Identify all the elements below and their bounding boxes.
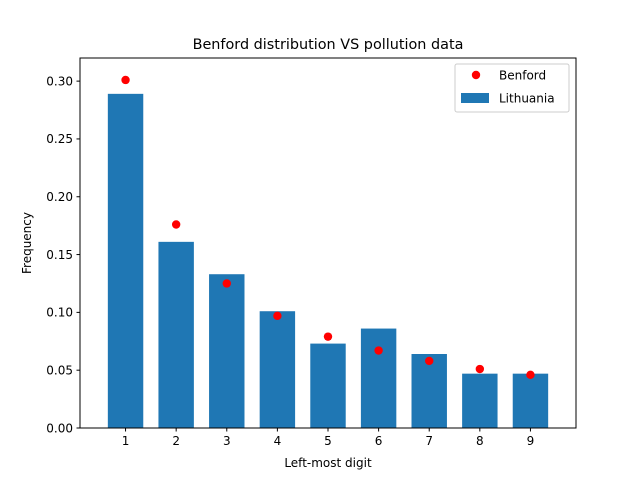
- x-tick-label-8: 8: [476, 434, 484, 448]
- chart-title: Benford distribution VS pollution data: [193, 37, 464, 53]
- y-tick-label-1: 0.05: [46, 363, 73, 377]
- y-tick-label-6: 0.30: [46, 74, 73, 88]
- bar-lithuania-5: [310, 343, 346, 428]
- x-tick-label-6: 6: [375, 434, 383, 448]
- point-benford-8: [475, 364, 485, 374]
- bar-lithuania-8: [462, 373, 498, 428]
- y-axis-ticks: 0.00 0.05 0.10 0.15 0.20 0.25 0.30: [46, 74, 80, 435]
- x-tick-label-3: 3: [223, 434, 231, 448]
- legend: Benford Lithuania: [454, 63, 570, 113]
- x-tick-label-1: 1: [122, 434, 130, 448]
- x-axis-ticks: 1 2 3 4 5 6 7 8 9: [122, 428, 535, 448]
- y-tick-label-3: 0.15: [46, 248, 73, 262]
- x-tick-label-9: 9: [527, 434, 535, 448]
- bar-lithuania-9: [512, 373, 549, 428]
- legend-lithuania-label: Lithuania: [499, 92, 555, 106]
- point-benford-2: [171, 220, 181, 229]
- x-axis-label: Left-most digit: [284, 456, 372, 470]
- bar-lithuania-7: [411, 354, 447, 428]
- x-tick-label-4: 4: [274, 434, 282, 448]
- points-layer: [121, 75, 535, 380]
- point-benford-3: [222, 279, 231, 288]
- bar-lithuania-6: [360, 328, 397, 428]
- legend-benford-marker: [471, 70, 481, 80]
- y-tick-label-4: 0.20: [46, 190, 73, 204]
- point-benford-6: [374, 346, 383, 355]
- bar-lithuania-1: [107, 93, 144, 428]
- point-benford-7: [425, 356, 434, 366]
- x-tick-label-5: 5: [324, 434, 332, 448]
- bars-layer: [107, 93, 549, 428]
- legend-lithuania-swatch: [461, 93, 489, 103]
- point-benford-4: [273, 311, 282, 321]
- legend-benford-label: Benford: [499, 69, 546, 83]
- point-benford-1: [121, 75, 130, 85]
- point-benford-5: [323, 332, 333, 341]
- y-tick-label-2: 0.10: [46, 306, 73, 320]
- point-benford-9: [526, 370, 535, 380]
- y-tick-label-5: 0.25: [46, 132, 73, 146]
- bar-lithuania-3: [209, 274, 245, 428]
- y-axis-label: Frequency: [20, 212, 34, 274]
- bar-lithuania-4: [259, 311, 296, 428]
- bar-lithuania-2: [158, 241, 194, 428]
- x-tick-label-7: 7: [425, 434, 433, 448]
- y-tick-label-0: 0.00: [46, 421, 73, 435]
- x-tick-label-2: 2: [172, 434, 180, 448]
